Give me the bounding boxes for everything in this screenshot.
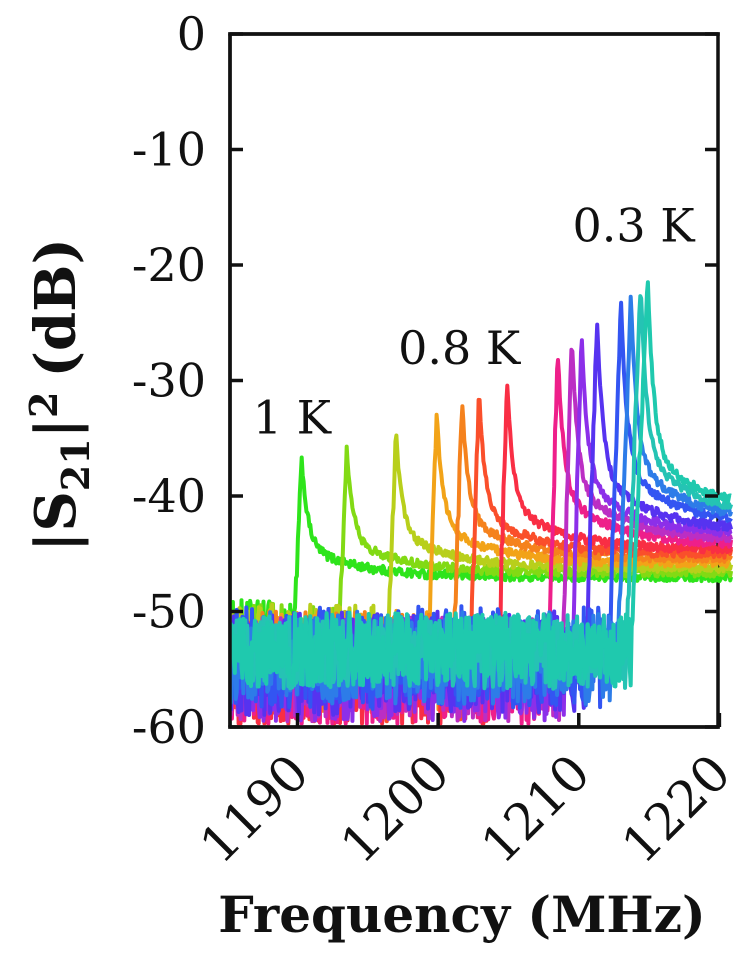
y-tick-label: -60 bbox=[132, 700, 206, 754]
trace-0.30K bbox=[231, 280, 733, 689]
y-axis-title-part: |S bbox=[23, 491, 89, 552]
y-axis-title: |S21|2 (dB) bbox=[21, 238, 98, 552]
y-axis-title-part: (dB) bbox=[23, 238, 89, 377]
annotations-layer: 1 K 0.8 K 0.3 K bbox=[253, 199, 697, 445]
y-tick-label: 0 bbox=[177, 7, 206, 61]
x-axis-title: Frequency (MHz) bbox=[218, 885, 705, 944]
temperature-annotation: 0.8 K bbox=[398, 321, 522, 375]
temperature-annotation: 1 K bbox=[253, 390, 333, 444]
y-axis-title-sup: 2 bbox=[21, 391, 66, 417]
y-axis-title-part: | bbox=[23, 418, 89, 438]
temperature-annotation: 0.3 K bbox=[573, 199, 697, 253]
y-tick-label: -40 bbox=[132, 469, 206, 523]
y-tick-label: -50 bbox=[132, 585, 206, 639]
y-tick-label: -30 bbox=[132, 354, 206, 408]
y-tick-label: -20 bbox=[132, 238, 206, 292]
traces-layer bbox=[231, 280, 734, 726]
y-axis-title-sub: 21 bbox=[53, 438, 98, 491]
y-tick-label: -10 bbox=[132, 123, 206, 177]
plot-frame-over bbox=[228, 32, 722, 729]
